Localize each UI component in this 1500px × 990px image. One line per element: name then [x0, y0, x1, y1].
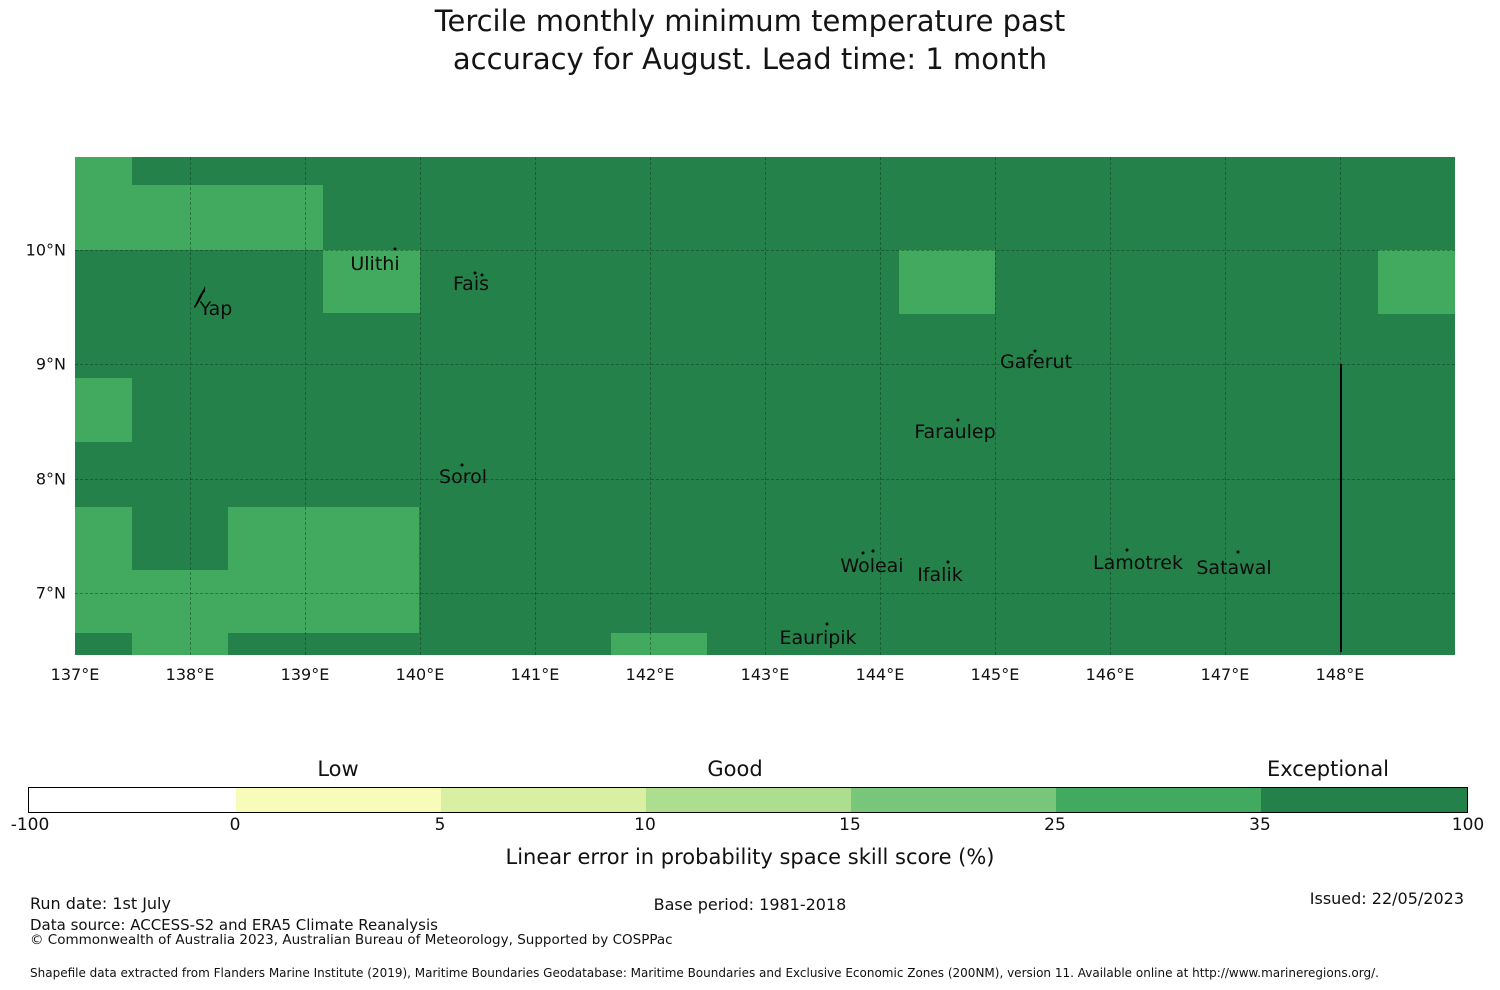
island-dot — [393, 247, 397, 251]
maritime-boundary-line — [1340, 364, 1342, 652]
island-label-fais: Fais — [452, 273, 490, 295]
colorbar-tick-label: 5 — [434, 815, 446, 835]
colorbar-tick-label: 35 — [1249, 815, 1271, 835]
island-label-yap: Yap — [199, 298, 233, 320]
island-label-lamotrek: Lamotrek — [1093, 552, 1183, 574]
island-dot — [825, 622, 829, 626]
island-label-faraulep: Faraulep — [914, 421, 996, 443]
lon-tick-label: 147°E — [1200, 665, 1250, 684]
island-label-eauripik: Eauripik — [779, 627, 857, 649]
island-dot — [480, 273, 484, 277]
skill-25-35-patch — [132, 570, 228, 655]
colorbar-segment-25to35 — [1056, 788, 1261, 812]
longitude-gridline — [1225, 157, 1226, 655]
copyright-text: © Commonwealth of Australia 2023, Austra… — [30, 932, 673, 948]
colorbar-segment-0to5 — [236, 788, 441, 812]
skill-25-35-patch — [132, 185, 323, 250]
island-dot — [1033, 349, 1037, 353]
lon-tick-label: 143°E — [740, 665, 790, 684]
island-dot — [956, 418, 960, 422]
lon-tick-label: 141°E — [510, 665, 560, 684]
chart-title: Tercile monthly minimum temperature past… — [0, 2, 1500, 78]
longitude-gridline — [305, 157, 306, 655]
shapefile-note-text: Shapefile data extracted from Flanders M… — [30, 966, 1379, 980]
lon-tick-label: 140°E — [395, 665, 445, 684]
skill-25-35-patch — [75, 157, 132, 250]
chart-title-line1: Tercile monthly minimum temperature past — [434, 4, 1066, 38]
run-date-text: Run date: 1st July — [30, 894, 171, 913]
island-dot — [473, 271, 477, 275]
longitude-gridline — [1110, 157, 1111, 655]
issued-date-text: Issued: 22/05/2023 — [1309, 889, 1464, 908]
lon-tick-label: 137°E — [50, 665, 100, 684]
island-dot — [861, 551, 865, 555]
colorbar-segment--100to0 — [29, 788, 236, 812]
lon-tick-label: 148°E — [1315, 665, 1365, 684]
colorbar-tick-label: 0 — [229, 815, 241, 835]
colorbar-segment-5to10 — [441, 788, 646, 812]
lon-tick-label: 145°E — [970, 665, 1020, 684]
colorbar-tick-label: 25 — [1044, 815, 1066, 835]
colorbar-axis-label: Linear error in probability space skill … — [505, 845, 995, 869]
island-label-ifalik: Ifalik — [917, 564, 963, 586]
longitude-gridline — [650, 157, 651, 655]
skill-25-35-patch — [899, 250, 995, 314]
latitude-gridline — [75, 479, 1455, 480]
longitude-gridline — [765, 157, 766, 655]
skill-25-35-patch — [75, 507, 132, 633]
lat-tick-label: 7°N — [35, 583, 66, 603]
lon-tick-label: 142°E — [625, 665, 675, 684]
map-panel: Yap Ulithi Fais Sorol Gaferut Faraulep Woleai I… — [75, 157, 1455, 655]
longitude-gridline — [880, 157, 881, 655]
colorbar — [28, 787, 1468, 813]
colorbar-tick-label: 100 — [1451, 815, 1485, 835]
lon-tick-label: 139°E — [280, 665, 330, 684]
skill-25-35-patch — [323, 250, 420, 313]
longitude-gridline — [535, 157, 536, 655]
longitude-gridline — [190, 157, 191, 655]
colorbar-category-exceptional: Exceptional — [1266, 757, 1390, 781]
latitude-gridline — [75, 593, 1455, 594]
skill-25-35-patch — [1378, 250, 1455, 314]
island-dot — [871, 549, 875, 553]
island-dot — [1236, 550, 1240, 554]
colorbar-category-low: Low — [317, 757, 359, 781]
lon-tick-label: 144°E — [855, 665, 905, 684]
colorbar-segment-15to25 — [851, 788, 1056, 812]
island-label-gaferut: Gaferut — [999, 351, 1073, 373]
chart-title-line2: accuracy for August. Lead time: 1 month — [452, 42, 1048, 76]
data-source-text: Data source: ACCESS-S2 and ERA5 Climate … — [30, 916, 438, 934]
island-label-satawal: Satawal — [1196, 557, 1272, 579]
lat-tick-label: 9°N — [35, 354, 66, 374]
latitude-gridline — [75, 364, 1455, 365]
skill-25-35-patch — [611, 633, 707, 655]
colorbar-category-good: Good — [707, 757, 763, 781]
island-label-woleai: Woleai — [840, 555, 904, 577]
island-label-ulithi: Ulithi — [350, 253, 400, 275]
longitude-gridline — [420, 157, 421, 655]
lat-tick-label: 10°N — [25, 240, 66, 260]
colorbar-tick-label: 10 — [634, 815, 656, 835]
colorbar-tick-label: -100 — [10, 815, 50, 835]
latitude-gridline — [75, 250, 1455, 251]
island-label-sorol: Sorol — [439, 466, 487, 488]
yap-island-shape — [192, 285, 208, 313]
island-dot — [1125, 548, 1129, 552]
lat-tick-label: 8°N — [35, 469, 66, 489]
skill-25-35-patch — [75, 378, 132, 442]
colorbar-segment-35to100 — [1261, 788, 1467, 812]
skill-25-35-patch — [228, 507, 419, 633]
lon-tick-label: 146°E — [1085, 665, 1135, 684]
longitude-gridline — [995, 157, 996, 655]
island-dot — [946, 560, 950, 564]
island-dot — [460, 463, 464, 467]
colorbar-segment-10to15 — [646, 788, 851, 812]
base-period-text: Base period: 1981-2018 — [653, 895, 847, 914]
lon-tick-label: 138°E — [165, 665, 215, 684]
colorbar-tick-label: 15 — [839, 815, 861, 835]
